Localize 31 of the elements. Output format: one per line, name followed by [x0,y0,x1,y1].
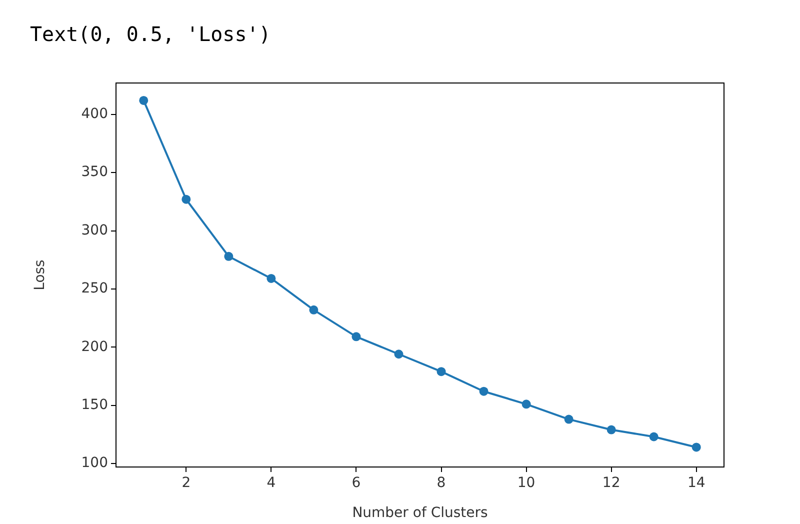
x-tick-label: 2 [182,475,191,492]
point [139,96,148,105]
text: Text(0, 0.5, 'Loss') [30,22,271,46]
point [692,442,701,452]
x-tick-label: 8 [436,475,446,492]
y-tick-label: 250 [81,280,108,297]
x-tick-label: 14 [687,475,706,492]
point [436,367,446,376]
point [266,274,276,283]
x-tick-label: 4 [266,475,276,492]
point [649,432,658,442]
point [394,350,404,359]
point [564,414,574,424]
y-tick-label: 300 [81,222,108,238]
point [352,332,361,342]
y-tick-label: 150 [81,396,108,413]
y-tick-label: 200 [81,338,108,355]
point [309,305,318,314]
y-tick-label: 400 [81,106,108,122]
point [522,400,531,409]
x-tick-label: 12 [602,475,620,492]
point [182,194,191,204]
point [606,425,616,434]
x-axis-title: Number of Clusters [352,505,488,522]
y-tick-label: 100 [81,455,108,472]
y-axis-title: Loss [32,260,48,290]
point [479,386,488,396]
x-tick-label: 6 [352,475,361,492]
x-tick-label: 10 [517,475,536,492]
y-tick-label: 350 [81,164,108,180]
point [224,252,234,261]
